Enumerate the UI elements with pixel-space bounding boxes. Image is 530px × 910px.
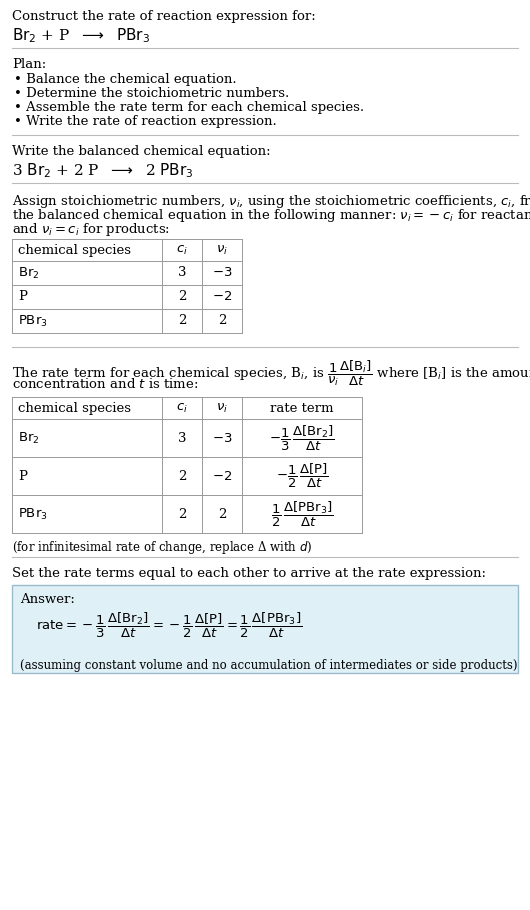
- Text: $-2$: $-2$: [212, 290, 232, 303]
- Text: • Determine the stoichiometric numbers.: • Determine the stoichiometric numbers.: [14, 87, 289, 100]
- Text: Set the rate terms equal to each other to arrive at the rate expression:: Set the rate terms equal to each other t…: [12, 567, 486, 580]
- Text: $-\dfrac{1}{2}\,\dfrac{\Delta[\mathrm{P}]}{\Delta t}$: $-\dfrac{1}{2}\,\dfrac{\Delta[\mathrm{P}…: [276, 462, 329, 490]
- Text: Write the balanced chemical equation:: Write the balanced chemical equation:: [12, 145, 271, 158]
- Text: Construct the rate of reaction expression for:: Construct the rate of reaction expressio…: [12, 10, 316, 23]
- Text: $\mathrm{PBr_3}$: $\mathrm{PBr_3}$: [18, 314, 48, 329]
- Text: concentration and $t$ is time:: concentration and $t$ is time:: [12, 377, 198, 391]
- Text: • Write the rate of reaction expression.: • Write the rate of reaction expression.: [14, 115, 277, 128]
- Text: 2: 2: [178, 314, 186, 327]
- Text: chemical species: chemical species: [18, 402, 131, 415]
- FancyBboxPatch shape: [12, 585, 518, 673]
- Text: 3: 3: [178, 266, 186, 279]
- Text: (assuming constant volume and no accumulation of intermediates or side products): (assuming constant volume and no accumul…: [20, 659, 517, 672]
- Text: • Assemble the rate term for each chemical species.: • Assemble the rate term for each chemic…: [14, 101, 364, 114]
- Text: The rate term for each chemical species, B$_i$, is $\dfrac{1}{\nu_i}\dfrac{\Delt: The rate term for each chemical species,…: [12, 359, 530, 389]
- Text: 2: 2: [178, 290, 186, 303]
- Text: $\mathrm{Br_2}$ + P  $\longrightarrow$  $\mathrm{PBr_3}$: $\mathrm{Br_2}$ + P $\longrightarrow$ $\…: [12, 26, 150, 45]
- Text: rate term: rate term: [270, 402, 334, 415]
- Text: $\mathrm{Br_2}$: $\mathrm{Br_2}$: [18, 266, 40, 281]
- Text: Answer:: Answer:: [20, 593, 75, 606]
- Text: Plan:: Plan:: [12, 58, 46, 71]
- Text: $\nu_i$: $\nu_i$: [216, 402, 228, 415]
- Text: $\mathrm{Br_2}$: $\mathrm{Br_2}$: [18, 430, 40, 446]
- Text: • Balance the chemical equation.: • Balance the chemical equation.: [14, 73, 236, 86]
- Text: $\mathrm{PBr_3}$: $\mathrm{PBr_3}$: [18, 507, 48, 521]
- Text: 2: 2: [178, 508, 186, 521]
- Text: P: P: [18, 470, 27, 482]
- Text: $\mathrm{rate} = -\dfrac{1}{3}\,\dfrac{\Delta[\mathrm{Br_2}]}{\Delta t} = -\dfra: $\mathrm{rate} = -\dfrac{1}{3}\,\dfrac{\…: [36, 611, 302, 641]
- Text: and $\nu_i = c_i$ for products:: and $\nu_i = c_i$ for products:: [12, 221, 170, 238]
- Text: (for infinitesimal rate of change, replace Δ with $d$): (for infinitesimal rate of change, repla…: [12, 539, 313, 556]
- Text: 3: 3: [178, 431, 186, 444]
- Text: $c_i$: $c_i$: [176, 402, 188, 415]
- Text: $\nu_i$: $\nu_i$: [216, 244, 228, 258]
- Text: 2: 2: [218, 508, 226, 521]
- Text: 2: 2: [218, 314, 226, 327]
- Text: $\dfrac{1}{2}\,\dfrac{\Delta[\mathrm{PBr_3}]}{\Delta t}$: $\dfrac{1}{2}\,\dfrac{\Delta[\mathrm{PBr…: [271, 500, 333, 529]
- Text: P: P: [18, 290, 27, 303]
- Text: chemical species: chemical species: [18, 244, 131, 257]
- Text: $-\dfrac{1}{3}\,\dfrac{\Delta[\mathrm{Br_2}]}{\Delta t}$: $-\dfrac{1}{3}\,\dfrac{\Delta[\mathrm{Br…: [269, 423, 335, 452]
- Text: $-3$: $-3$: [212, 431, 232, 444]
- Text: the balanced chemical equation in the following manner: $\nu_i = -c_i$ for react: the balanced chemical equation in the fo…: [12, 207, 530, 224]
- Text: $-3$: $-3$: [212, 266, 232, 279]
- Text: 2: 2: [178, 470, 186, 482]
- Text: $c_i$: $c_i$: [176, 244, 188, 258]
- Text: Assign stoichiometric numbers, $\nu_i$, using the stoichiometric coefficients, $: Assign stoichiometric numbers, $\nu_i$, …: [12, 193, 530, 210]
- Text: 3 $\mathrm{Br_2}$ + 2 P  $\longrightarrow$  2 $\mathrm{PBr_3}$: 3 $\mathrm{Br_2}$ + 2 P $\longrightarrow…: [12, 161, 193, 179]
- Text: $-2$: $-2$: [212, 470, 232, 482]
